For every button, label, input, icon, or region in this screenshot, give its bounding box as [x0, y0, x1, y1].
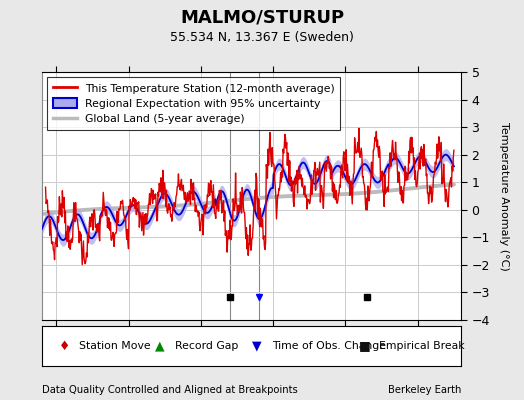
Text: ▲: ▲	[155, 340, 165, 352]
Text: Data Quality Controlled and Aligned at Breakpoints: Data Quality Controlled and Aligned at B…	[42, 385, 298, 395]
Text: ▼: ▼	[252, 340, 261, 352]
Text: Station Move: Station Move	[79, 341, 150, 351]
Text: ♦: ♦	[59, 340, 70, 352]
Text: Empirical Break: Empirical Break	[378, 341, 464, 351]
Text: Record Gap: Record Gap	[175, 341, 238, 351]
Y-axis label: Temperature Anomaly (°C): Temperature Anomaly (°C)	[499, 122, 509, 270]
Text: 55.534 N, 13.367 E (Sweden): 55.534 N, 13.367 E (Sweden)	[170, 32, 354, 44]
Text: Time of Obs. Change: Time of Obs. Change	[271, 341, 386, 351]
Text: MALMO/STURUP: MALMO/STURUP	[180, 9, 344, 27]
Text: Berkeley Earth: Berkeley Earth	[388, 385, 461, 395]
Legend: This Temperature Station (12-month average), Regional Expectation with 95% uncer: This Temperature Station (12-month avera…	[47, 78, 341, 130]
Text: ■: ■	[358, 340, 370, 352]
